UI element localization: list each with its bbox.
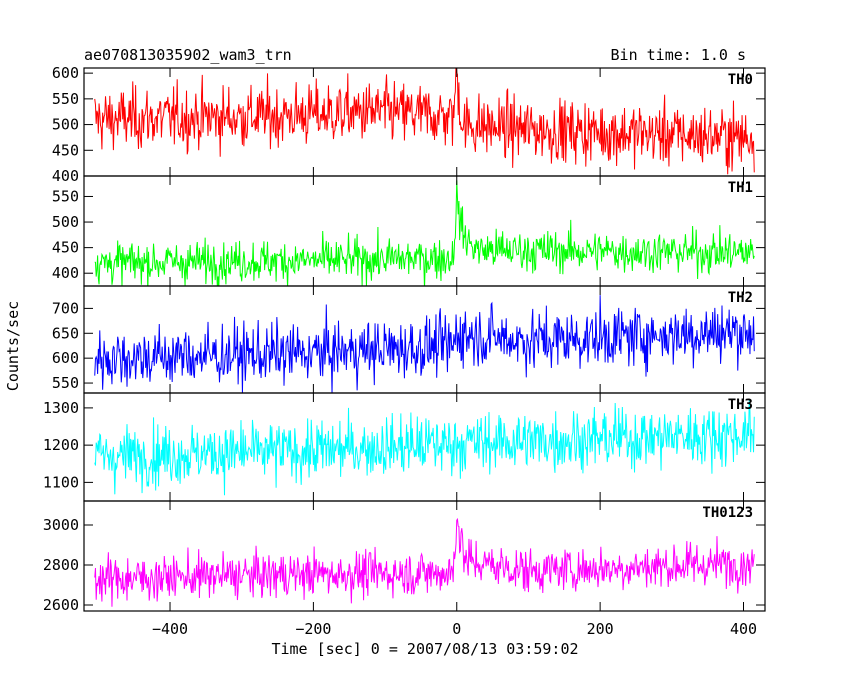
series-line-th0123 xyxy=(94,517,755,607)
y-tick-label: 3000 xyxy=(43,516,79,534)
x-tick-label: 0 xyxy=(452,620,461,638)
series-line-th0 xyxy=(94,68,755,175)
panel-th0123: 2600 2800 3000 TH0123 xyxy=(43,500,766,614)
y-tick-label: 600 xyxy=(52,64,79,82)
y-tick-label: 550 xyxy=(52,374,79,392)
y-tick-label: 400 xyxy=(52,264,79,282)
panels-group: 400 450 500 550 600 TH0 400 450 500 550 TH1 550 600 6… xyxy=(43,64,766,614)
series-line-th1 xyxy=(94,180,755,286)
y-tick-label: 650 xyxy=(52,324,79,342)
y-axis-label: Counts/sec xyxy=(4,301,22,391)
chart-subtitle: Bin time: 1.0 s xyxy=(611,46,746,64)
panel-th3: 1100 1200 1300 TH3 xyxy=(43,392,766,502)
x-axis: −400 −200 0 200 400 xyxy=(152,620,757,638)
x-axis-label: Time [sec] 0 = 2007/08/13 03:59:02 xyxy=(271,640,578,658)
panel-frame xyxy=(83,500,766,612)
y-tick-label: 500 xyxy=(52,213,79,231)
y-tick-label: 1100 xyxy=(43,473,79,491)
panel-label-th3: TH3 xyxy=(728,397,753,413)
y-tick-label: 400 xyxy=(52,167,79,185)
y-tick-label: 2600 xyxy=(43,596,79,614)
y-tick-label: 1200 xyxy=(43,436,79,454)
x-tick-label: 400 xyxy=(730,620,757,638)
y-tick-label: 1300 xyxy=(43,399,79,417)
chart-title: ae070813035902_wam3_trn xyxy=(84,46,292,64)
x-tick-label: −200 xyxy=(295,620,331,638)
panel-label-th0: TH0 xyxy=(728,72,753,88)
y-tick-label: 550 xyxy=(52,90,79,108)
series-line-th3 xyxy=(94,400,755,496)
panel-label-th2: TH2 xyxy=(728,290,753,306)
y-tick-label: 700 xyxy=(52,299,79,317)
y-tick-label: 450 xyxy=(52,239,79,257)
panel-th0: 400 450 500 550 600 TH0 xyxy=(52,64,766,185)
panel-label-th1: TH1 xyxy=(728,180,753,196)
y-tick-label: 450 xyxy=(52,141,79,159)
panel-label-th0123: TH0123 xyxy=(702,505,753,521)
y-tick-label: 500 xyxy=(52,116,79,134)
panel-th1: 400 450 500 550 TH1 xyxy=(52,175,766,287)
x-tick-label: −400 xyxy=(152,620,188,638)
y-tick-label: 2800 xyxy=(43,556,79,574)
y-tick-label: 550 xyxy=(52,187,79,205)
x-tick-label: 200 xyxy=(587,620,614,638)
y-tick-label: 600 xyxy=(52,349,79,367)
series-line-th2 xyxy=(94,295,755,393)
panel-th2: 550 600 650 700 TH2 xyxy=(52,285,766,394)
